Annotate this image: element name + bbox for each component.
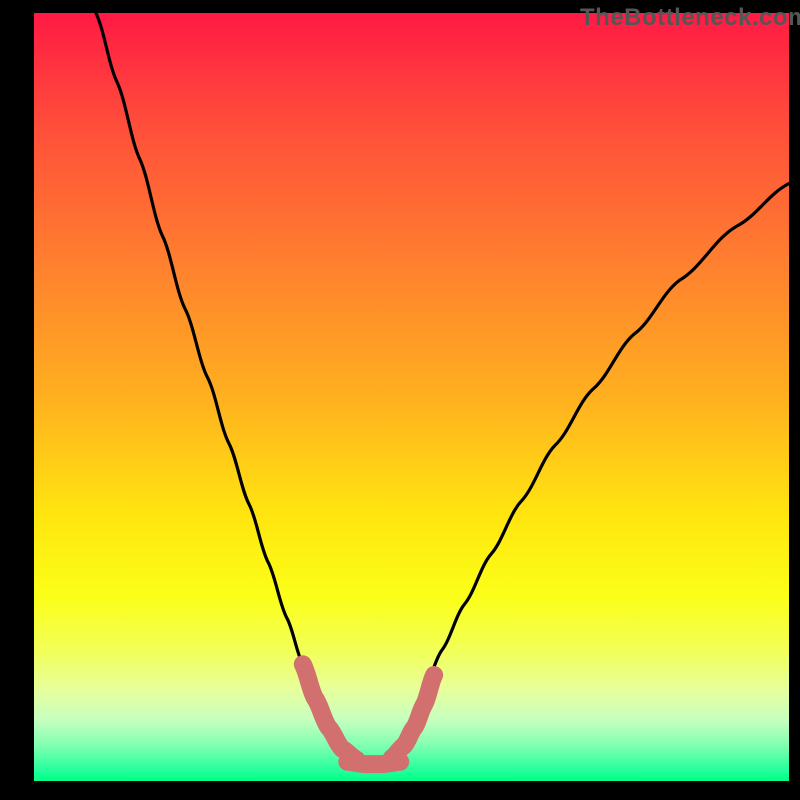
watermark-text: TheBottleneck.com xyxy=(580,4,800,32)
bottleneck-curve-chart xyxy=(34,13,789,781)
gradient-background xyxy=(34,13,789,781)
chart-frame: TheBottleneck.com xyxy=(0,0,800,800)
